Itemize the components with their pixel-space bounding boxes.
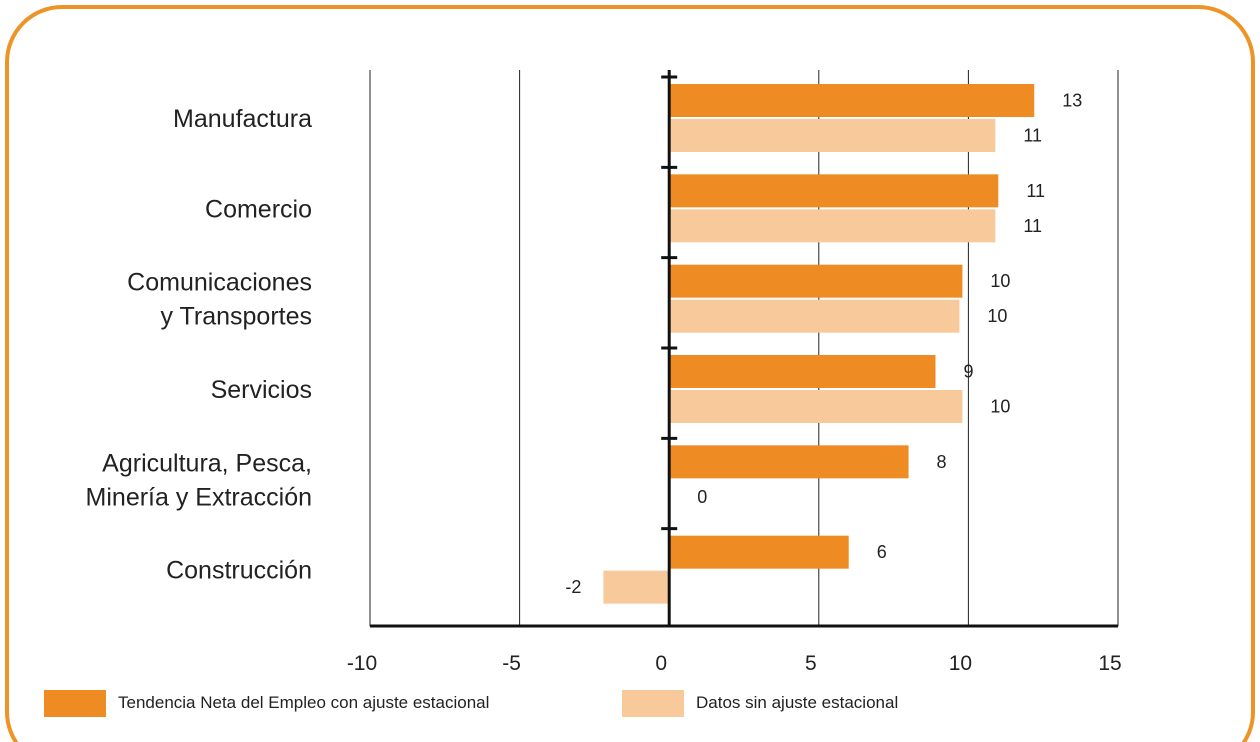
bar-adjusted [669,84,1035,117]
legend-label-unadjusted: Datos sin ajuste estacional [696,693,899,712]
bar-adjusted [669,445,909,479]
value-label: 13 [1062,91,1082,111]
legend-swatch-adjusted [44,689,106,717]
x-tick-label: -5 [502,652,521,675]
bar-unadjusted [669,119,996,152]
category-label: Comercio [205,195,312,223]
bar-unadjusted [669,390,963,423]
value-label: 11 [1023,216,1042,236]
legend-label-adjusted: Tendencia Neta del Empleo con ajuste est… [118,693,490,712]
category-label: y Transportes [161,303,312,331]
frame-border [5,5,1255,742]
legend-item-unadjusted: Datos sin ajuste estacional [622,686,898,720]
category-label: Manufactura [173,105,312,133]
bar-adjusted [669,535,849,569]
value-label: 11 [1026,181,1045,201]
value-label: 10 [990,271,1010,291]
bar-adjusted [669,174,999,208]
bar-unadjusted [669,209,996,243]
bar-adjusted [669,264,963,298]
category-label: Agricultura, Pesca, [102,449,312,477]
bar-unadjusted [669,299,960,333]
x-tick-label: -10 [347,652,377,675]
category-label: Comunicaciones [127,269,312,297]
value-label: 0 [697,487,707,507]
category-label: Construcción [166,557,312,585]
x-tick-label: 15 [1098,652,1121,675]
category-label: Servicios [211,376,312,404]
value-label: -2 [565,577,581,597]
x-tick-label: 5 [805,652,817,675]
value-label: 11 [1023,126,1042,146]
x-tick-label: 10 [949,652,972,675]
value-label: 6 [877,542,887,562]
legend-swatch-unadjusted [622,689,684,717]
bar-adjusted [669,355,936,388]
legend-item-adjusted: Tendencia Neta del Empleo con ajuste est… [44,686,489,720]
value-label: 9 [963,362,973,382]
value-label: 8 [937,452,947,472]
value-label: 10 [990,397,1010,417]
category-label: Minería y Extracción [86,483,312,511]
x-tick-label: 0 [655,652,667,675]
bar-unadjusted [603,570,670,604]
value-label: 10 [987,306,1007,326]
